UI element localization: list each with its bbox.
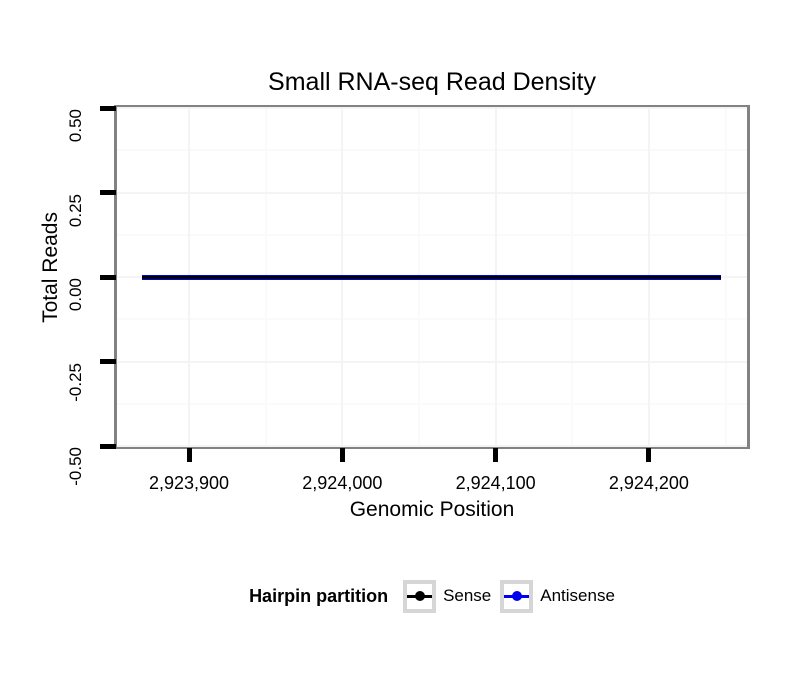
x-tick-label: 2,924,100 [455, 473, 536, 493]
major-gridline-horizontal [117, 360, 747, 363]
legend-key-sense-icon [403, 579, 437, 613]
legend-key-antisense-icon [500, 579, 534, 613]
y-tick-label: -0.50 [66, 447, 85, 486]
x-tick-label: 2,923,900 [148, 473, 230, 493]
legend-entry-antisense: Antisense [500, 579, 615, 613]
major-gridline-horizontal [117, 191, 747, 194]
y-tick-label: 0.25 [66, 193, 85, 227]
legend-title: Hairpin partition [249, 585, 389, 606]
minor-gridline-horizontal [117, 402, 747, 405]
y-axis-tick [100, 443, 116, 449]
plot-panel [114, 105, 750, 449]
antisense-point-icon [511, 591, 522, 601]
x-tick-label: 2,924,000 [302, 473, 383, 493]
y-tick-label: 0.50 [66, 109, 85, 143]
legend-label-antisense: Antisense [540, 586, 615, 605]
x-axis-tick [339, 448, 345, 462]
legend-entry-sense: Sense [403, 579, 492, 613]
series-line-sense [141, 275, 721, 279]
sense-point-icon [414, 591, 425, 601]
x-axis-tick [186, 448, 192, 462]
major-gridline-horizontal [117, 107, 747, 109]
y-axis-tick [100, 105, 116, 111]
y-tick-label: 0.00 [66, 278, 85, 312]
chart-title: Small RNA-seq Read Density [268, 68, 596, 96]
x-axis-tick [646, 448, 652, 462]
minor-gridline-horizontal [117, 318, 747, 321]
x-axis-tick [493, 448, 499, 462]
x-axis-title: Genomic Position [349, 498, 515, 521]
y-axis-tick [100, 190, 116, 195]
legend: Hairpin partition Sense Antisense [114, 577, 750, 615]
y-axis-tick [100, 359, 116, 364]
x-tick-label: 2,924,200 [608, 473, 689, 493]
legend-label-sense: Sense [443, 586, 492, 605]
major-gridline-horizontal [117, 445, 747, 447]
minor-gridline-horizontal [117, 149, 747, 152]
y-tick-label: -0.25 [66, 362, 85, 402]
minor-gridline-horizontal [117, 233, 747, 236]
y-axis-title: Total Reads [39, 212, 62, 323]
y-axis-tick [100, 274, 116, 280]
